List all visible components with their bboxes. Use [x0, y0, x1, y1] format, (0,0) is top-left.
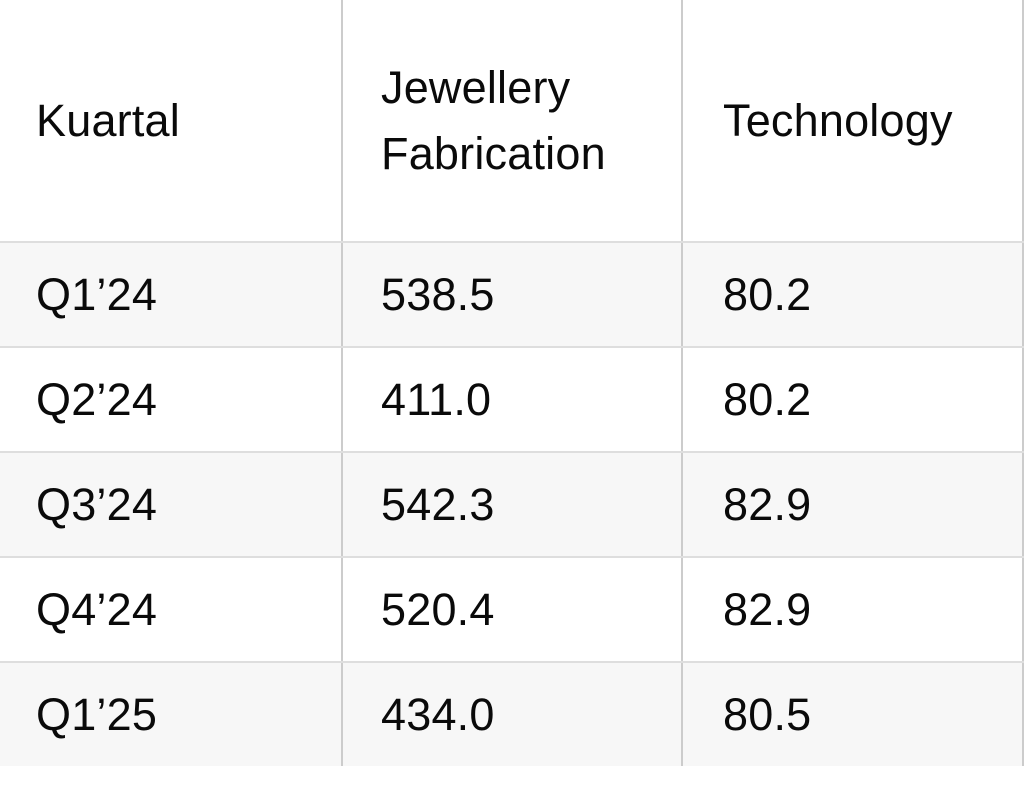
column-header-jewellery-fabrication: Jewellery Fabrication — [343, 0, 683, 241]
cell-jewellery-fabrication: 538.5 — [343, 243, 683, 346]
table-row: Q2’24 411.0 80.2 — [0, 346, 1024, 451]
cell-technology: 80.2 — [683, 243, 1024, 346]
cell-technology: 82.9 — [683, 558, 1024, 661]
column-header-label: Kuartal — [36, 94, 180, 146]
table-row: Q1’24 538.5 80.2 — [0, 241, 1024, 346]
table-row: Q1’25 434.0 80.5 — [0, 661, 1024, 766]
table-row: Q4’24 520.4 82.9 — [0, 556, 1024, 661]
cell-technology: 80.2 — [683, 348, 1024, 451]
cell-jewellery-fabrication: 411.0 — [343, 348, 683, 451]
column-header-kuartal: Kuartal — [0, 0, 343, 241]
cell-kuartal: Q1’25 — [0, 663, 343, 766]
column-header-technology: Technology — [683, 0, 1024, 241]
cell-technology: 80.5 — [683, 663, 1024, 766]
table-header-row: Kuartal Jewellery Fabrication Technology — [0, 0, 1024, 241]
cell-jewellery-fabrication: 520.4 — [343, 558, 683, 661]
column-header-label: Technology — [723, 94, 953, 146]
bottom-whitespace — [0, 766, 1024, 787]
cell-jewellery-fabrication: 434.0 — [343, 663, 683, 766]
cell-kuartal: Q4’24 — [0, 558, 343, 661]
column-header-label: Jewellery Fabrication — [381, 62, 606, 179]
quarterly-data-table: Kuartal Jewellery Fabrication Technology… — [0, 0, 1024, 766]
cell-kuartal: Q1’24 — [0, 243, 343, 346]
cell-kuartal: Q2’24 — [0, 348, 343, 451]
cell-technology: 82.9 — [683, 453, 1024, 556]
table-row: Q3’24 542.3 82.9 — [0, 451, 1024, 556]
cell-kuartal: Q3’24 — [0, 453, 343, 556]
cell-jewellery-fabrication: 542.3 — [343, 453, 683, 556]
